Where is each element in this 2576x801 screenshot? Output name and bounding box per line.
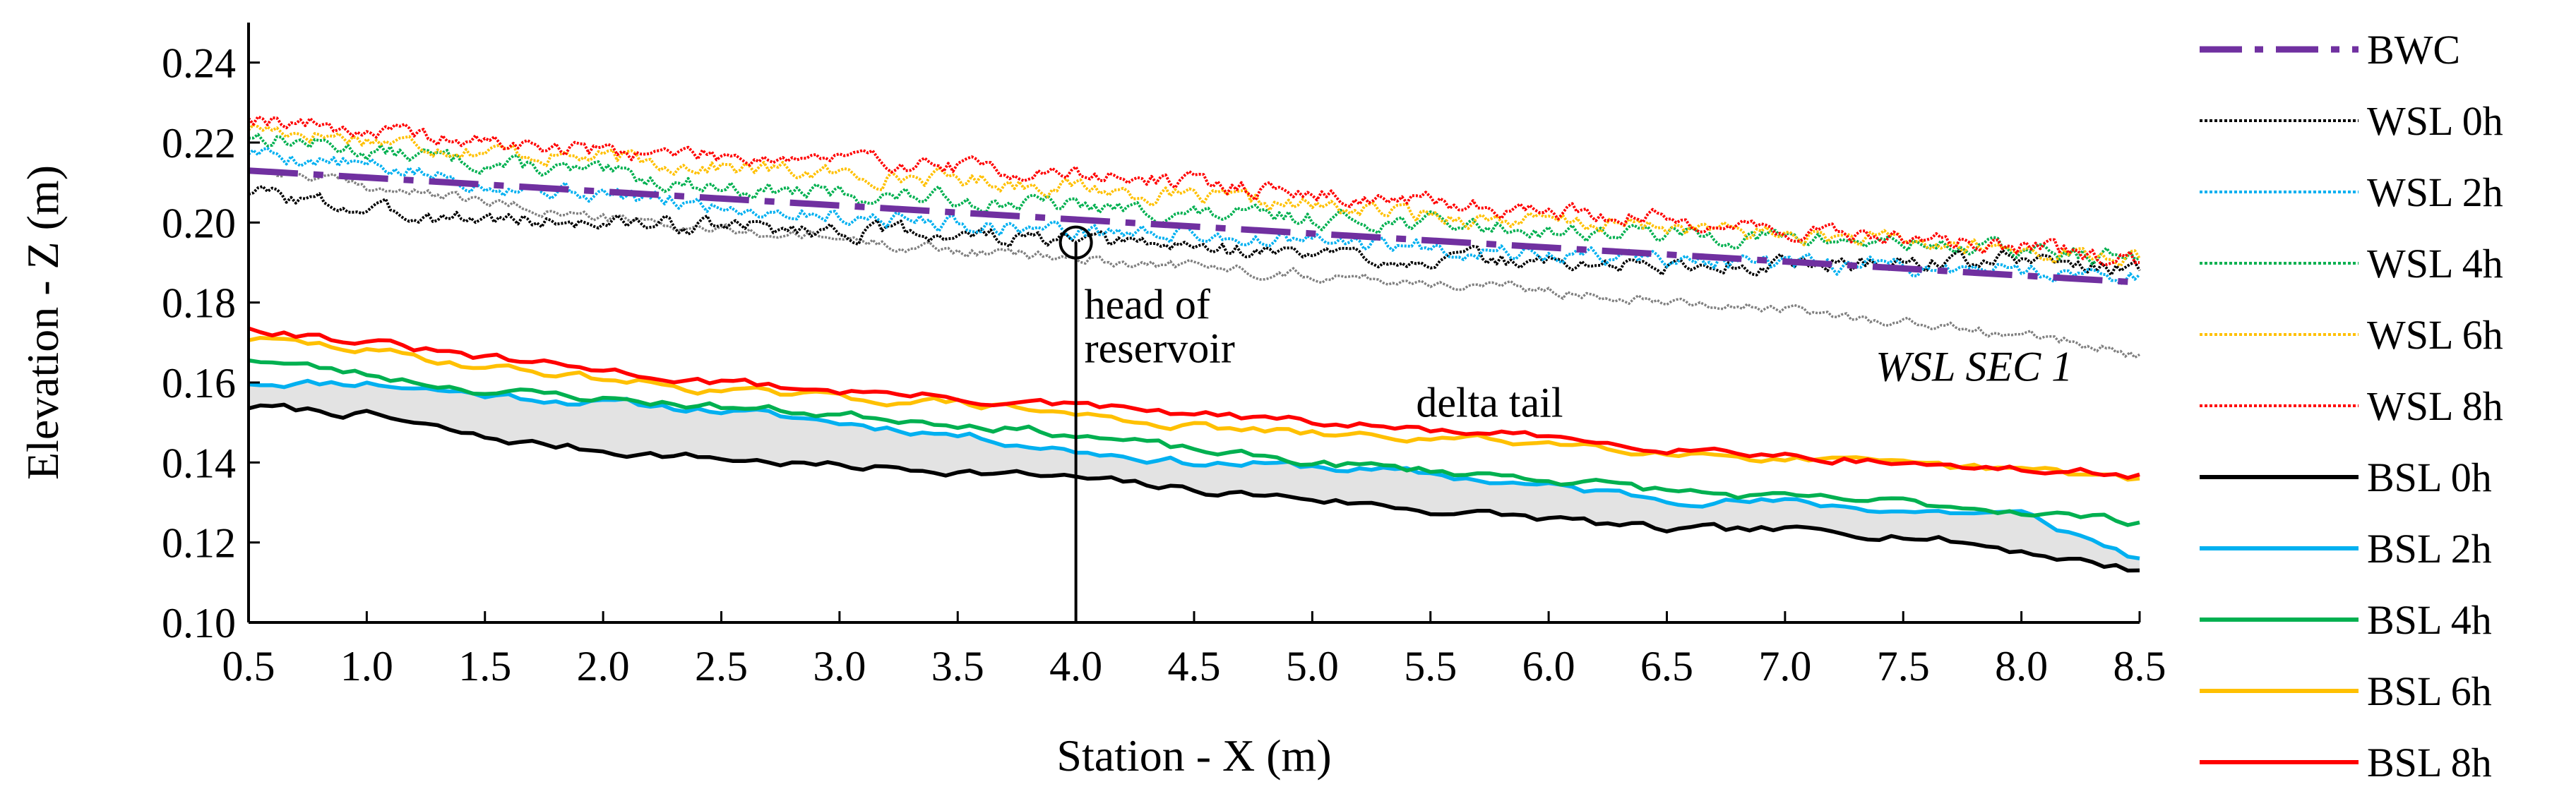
series-bsl-8h — [248, 326, 2140, 480]
y-tick-label: 0.18 — [162, 280, 236, 327]
series-bsl-6h — [248, 335, 2140, 482]
x-tick-label: 5.5 — [1404, 643, 1457, 689]
series-wsl-sec1 — [248, 167, 2140, 359]
x-tick-label: 6.5 — [1640, 643, 1693, 689]
axes: 0.5 1.0 1.5 2.0 2.5 3.0 3.5 4.0 4.5 5.0 5.5 6.0 6.5 7… — [162, 23, 2166, 689]
x-tick-label: 3.0 — [813, 643, 866, 689]
legend-item-wsl-2h: WSL 2h — [2200, 169, 2503, 215]
legend-label: WSL 2h — [2367, 169, 2503, 215]
series-layer — [247, 115, 2141, 573]
deposition-shaded-area — [249, 380, 2140, 571]
deposition-area — [249, 380, 2140, 571]
y-tick-label: 0.14 — [162, 440, 236, 486]
x-tick-label: 1.5 — [458, 643, 511, 689]
legend-label: BSL 2h — [2367, 526, 2492, 572]
wsl-sec1-label: WSL SEC 1 — [1876, 343, 2073, 390]
series-bsl-0h — [248, 402, 2140, 573]
legend-label: WSL 4h — [2367, 241, 2503, 287]
series-bsl-2h — [248, 378, 2140, 561]
y-tick-label: 0.22 — [162, 120, 236, 167]
legend-item-bsl-6h: BSL 6h — [2200, 668, 2492, 714]
legend-label: BSL 0h — [2367, 454, 2492, 500]
legend-item-bsl-8h: BSL 8h — [2200, 740, 2492, 785]
legend-item-wsl-6h: WSL 6h — [2200, 312, 2503, 358]
y-tick-label: 0.16 — [162, 360, 236, 406]
series-wsl-8h — [247, 115, 2140, 266]
x-tick-label: 0.5 — [222, 643, 275, 689]
y-tick-label: 0.12 — [162, 520, 236, 567]
legend-item-wsl-4h: WSL 4h — [2200, 241, 2503, 287]
x-tick-label: 4.5 — [1168, 643, 1221, 689]
delta-tail-label: delta tail — [1416, 379, 1563, 426]
legend-label: WSL 0h — [2367, 98, 2503, 144]
y-tick-label: 0.24 — [162, 40, 236, 87]
series-wsl-0h — [248, 185, 2141, 277]
legend-item-bwc: BWC — [2200, 27, 2460, 73]
x-tick-label: 5.0 — [1286, 643, 1339, 689]
x-tick-label: 2.5 — [695, 643, 748, 689]
legend-item-bsl-0h: BSL 0h — [2200, 454, 2492, 500]
y-axis-title: Elevation - Z (m) — [18, 165, 68, 480]
x-tick-label: 4.0 — [1049, 643, 1102, 689]
annotations: head of reservoir delta tail WSL SEC 1 — [1059, 225, 2073, 622]
series-wsl-6h — [247, 123, 2141, 267]
legend-label: BWC — [2367, 27, 2460, 73]
legend: BWC WSL 0h WSL 2h WSL 4h WSL 6h WSL 8h BSL 0h B… — [2200, 27, 2503, 785]
legend-label: BSL 8h — [2367, 740, 2492, 785]
legend-item-wsl-8h: WSL 8h — [2200, 383, 2503, 429]
x-tick-label: 1.0 — [340, 643, 393, 689]
series-bsl-4h — [248, 358, 2140, 527]
legend-label: BSL 4h — [2367, 597, 2492, 643]
legend-label: BSL 6h — [2367, 668, 2492, 714]
legend-item-bsl-4h: BSL 4h — [2200, 597, 2492, 643]
x-tick-label: 2.0 — [577, 643, 630, 689]
x-tick-label: 8.0 — [1995, 643, 2048, 689]
head-of-reservoir-marker — [1059, 225, 1093, 260]
legend-label: WSL 6h — [2367, 312, 2503, 358]
legend-item-wsl-0h: WSL 0h — [2200, 98, 2503, 144]
x-axis-title: Station - X (m) — [1056, 730, 1331, 781]
head-of-reservoir-label-line2: reservoir — [1085, 325, 1235, 372]
x-tick-label: 7.0 — [1758, 643, 1811, 689]
series-bwc — [248, 167, 2140, 286]
x-tick-label: 8.5 — [2113, 643, 2166, 689]
legend-item-bsl-2h: BSL 2h — [2200, 526, 2492, 572]
y-tick-label: 0.20 — [162, 200, 236, 246]
series-wsl-4h — [248, 133, 2140, 266]
x-tick-label: 7.5 — [1877, 643, 1930, 689]
head-of-reservoir-label-line1: head of — [1085, 281, 1210, 327]
legend-label: WSL 8h — [2367, 383, 2503, 429]
x-tick-label: 3.5 — [931, 643, 984, 689]
x-tick-label: 6.0 — [1522, 643, 1575, 689]
y-tick-label: 0.10 — [162, 600, 236, 646]
